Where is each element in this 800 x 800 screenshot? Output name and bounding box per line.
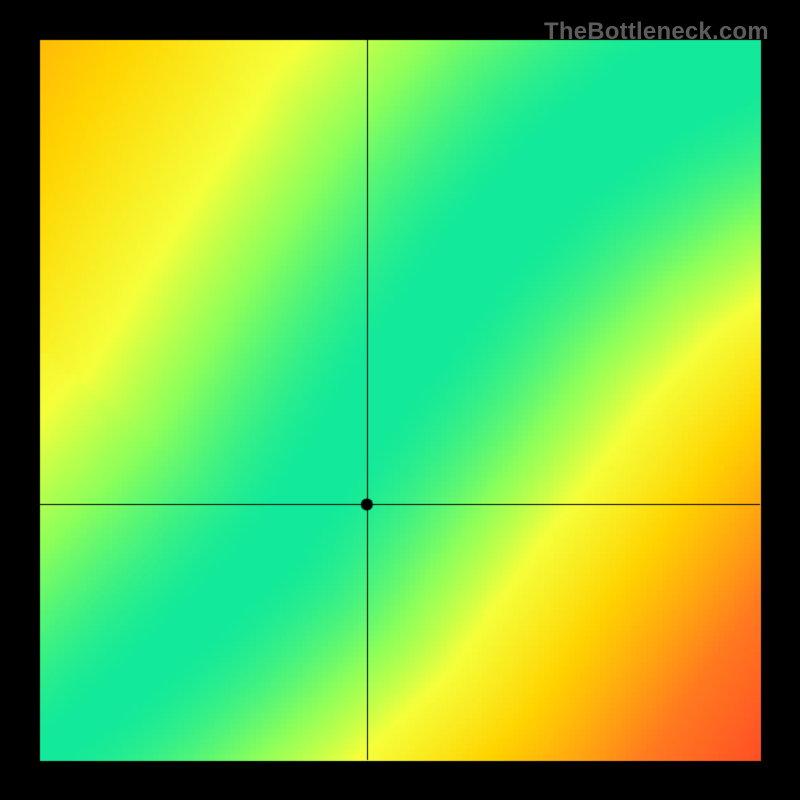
chart-container: TheBottleneck.com [0, 0, 800, 800]
watermark-text: TheBottleneck.com [544, 18, 769, 46]
bottleneck-heatmap [0, 0, 800, 800]
